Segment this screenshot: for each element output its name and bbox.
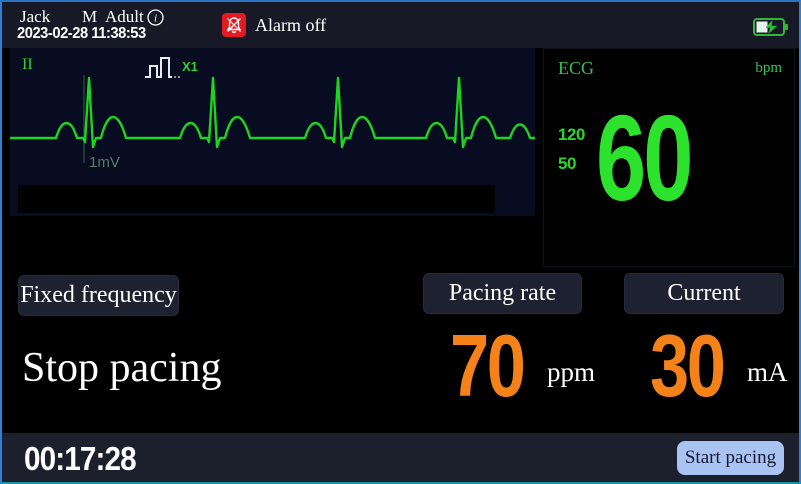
ecg-lead-label[interactable]: II [22,56,33,73]
waveform-inset-area [18,185,495,213]
patient-name[interactable]: Jack [20,7,51,26]
pacing-current-value: 30 [650,316,726,415]
ecg-panel-label: ECG [558,58,594,78]
ecg-unit-label: bpm [755,60,782,76]
pacing-status-label: Stop pacing [22,345,222,391]
pacing-rate-unit: ppm [547,357,596,387]
alarm-status[interactable]: Alarm off [222,13,326,37]
alarm-status-label: Alarm off [255,14,327,35]
ecg-trace: 1mV [10,75,535,171]
start-pacing-button[interactable]: Start pacing [677,441,784,475]
gain-label[interactable]: X1 [182,59,198,74]
patient-sex: M [82,7,98,26]
pacing-rate-value: 70 [450,316,526,415]
pacing-pulse-icon [144,54,182,87]
bottom-bar: 00:17:28 Start pacing [2,433,799,482]
ecg-value-panel[interactable]: ECG bpm 120 50 60 [543,48,795,267]
svg-text:i: i [154,13,157,25]
pacing-current-button[interactable]: Current [624,273,784,314]
top-bar: Jack M Adult i 2023-02-28 11:38:53 Alarm… [2,2,799,48]
ecg-alarm-low-limit: 50 [558,154,576,173]
battery-charging-icon [753,17,789,42]
datetime: 2023-02-28 11:38:53 [17,25,146,42]
ecg-waveform-panel[interactable]: 1mV II X1 [10,48,535,216]
ecg-alarm-high-limit: 120 [558,125,585,144]
calibration-label: 1mV [89,154,120,171]
alarm-off-icon [222,13,246,37]
info-icon[interactable]: i [147,9,164,26]
pacing-rate-button[interactable]: Pacing rate [423,273,582,314]
pacing-mode-button[interactable]: Fixed frequency [18,275,179,316]
pacing-timer: 00:17:28 [24,440,137,477]
patient-type: Adult [105,7,144,26]
pacing-current-unit: mA [747,357,788,387]
heart-rate-value: 60 [596,90,693,226]
